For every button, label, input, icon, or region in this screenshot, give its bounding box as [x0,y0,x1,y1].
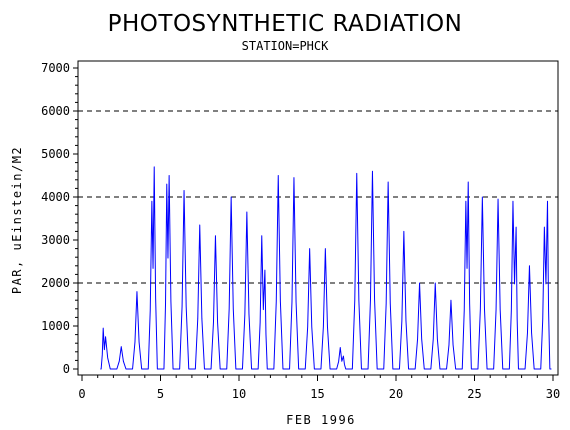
x-tick-label-30: 30 [546,387,560,401]
series-line-par [100,166,552,370]
y-tick-label-5000: 5000 [41,147,70,161]
x-tick-label-10: 10 [232,387,246,401]
x-tick-label-5: 5 [157,387,164,401]
y-tick-label-1000: 1000 [41,319,70,333]
y-tick-label-7000: 7000 [41,61,70,75]
x-tick-label-0: 0 [78,387,85,401]
chart-title: PHOTOSYNTHETIC RADIATION [108,11,463,37]
x-tick-label-20: 20 [389,387,403,401]
x-axis-label: FEB 1996 [286,413,356,427]
y-tick-label-3000: 3000 [41,233,70,247]
y-axis-label: PAR, uEinstein/M2 [10,146,24,294]
x-axis: 0 5 10 15 20 25 30 [78,375,560,401]
y-axis: 0 1000 2000 3000 4000 5000 6000 7000 [41,61,78,376]
y-tick-label-2000: 2000 [41,276,70,290]
x-tick-label-25: 25 [467,387,481,401]
y-tick-label-0: 0 [63,362,70,376]
reference-lines [78,110,558,284]
x-tick-label-15: 15 [310,387,324,401]
y-tick-label-4000: 4000 [41,190,70,204]
series-group [100,166,552,370]
y-tick-label-6000: 6000 [41,104,70,118]
chart-subtitle: STATION=PHCK [242,39,329,53]
